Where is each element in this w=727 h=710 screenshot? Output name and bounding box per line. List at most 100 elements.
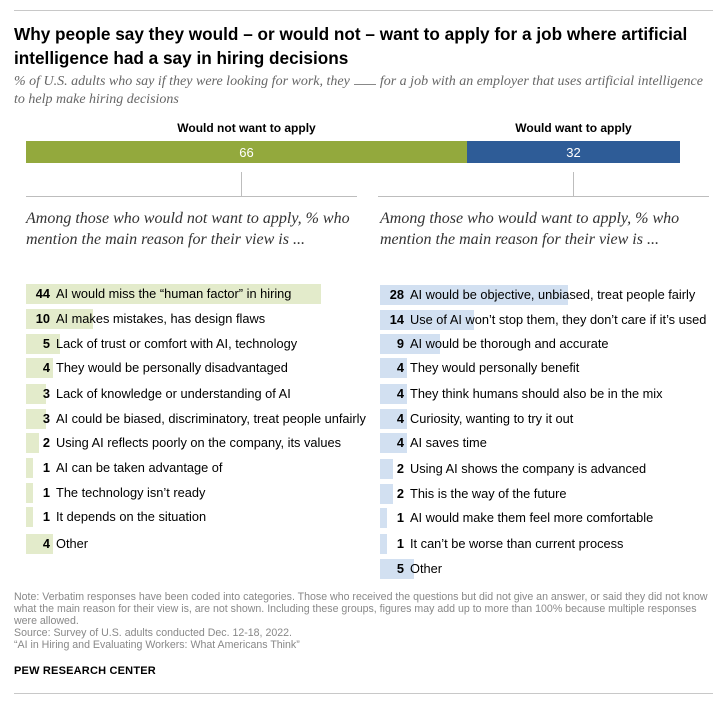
right-reason-bar xyxy=(380,310,474,330)
right-reason-label: Using AI shows the company is advanced xyxy=(410,461,647,476)
left-reason-label: Using AI reflects poorly on the company,… xyxy=(56,435,341,450)
right-reason-row: 2 Using AI shows the company is advanced xyxy=(380,459,710,479)
right-reason-label: Curiosity, wanting to try it out xyxy=(410,411,574,426)
right-reason-bar xyxy=(380,358,407,378)
left-reason-row: 4 They would be personally disadvantaged xyxy=(26,358,356,378)
left-reason-label: It depends on the situation xyxy=(56,509,207,524)
left-reason-label: They would be personally disadvantaged xyxy=(56,360,288,375)
subtitle-blank xyxy=(353,75,376,85)
top-rule xyxy=(14,10,713,11)
left-reason-row: 10 AI makes mistakes, has design flaws xyxy=(26,309,356,329)
overall-value-apply: 32 xyxy=(566,144,581,160)
right-reason-label: Other xyxy=(410,561,443,576)
left-reason-bar xyxy=(26,458,33,478)
left-reason-value: 1 xyxy=(42,509,50,524)
right-reason-row: 5 Other xyxy=(380,559,710,579)
right-reason-value: 4 xyxy=(396,411,404,426)
right-reason-bar xyxy=(380,508,387,528)
right-reason-label: This is the way of the future xyxy=(410,486,567,501)
overall-label-not-apply: Would not want to apply xyxy=(177,121,316,135)
right-reason-label: It can’t be worse than current process xyxy=(410,536,624,551)
right-reason-bar xyxy=(380,534,387,554)
right-reason-value: 1 xyxy=(396,536,404,551)
right-reason-value: 2 xyxy=(396,486,404,501)
left-reason-value: 1 xyxy=(42,485,50,500)
report-title: “AI in Hiring and Evaluating Workers: Wh… xyxy=(14,639,300,652)
right-reason-row: 2 This is the way of the future xyxy=(380,484,710,504)
right-reason-bar xyxy=(380,559,414,579)
right-reason-bar xyxy=(380,285,568,305)
left-reason-value: 5 xyxy=(42,336,50,351)
right-reason-value: 14 xyxy=(389,312,404,327)
right-reason-bar xyxy=(380,409,407,429)
overall-bar-apply: 32 xyxy=(467,141,680,163)
right-reason-value: 2 xyxy=(396,461,404,476)
overall-label-apply: Would want to apply xyxy=(515,121,632,135)
right-reason-bar xyxy=(380,459,394,479)
left-reason-value: 4 xyxy=(42,536,50,551)
right-reason-row: 28 AI would be objective, unbiased, treat… xyxy=(380,285,710,305)
right-reason-row: 4 Curiosity, wanting to try it out xyxy=(380,409,710,429)
right-reason-label: They would personally benefit xyxy=(410,360,580,375)
connector-left-horizontal xyxy=(26,196,357,197)
right-reason-label: AI saves time xyxy=(410,435,487,450)
left-reason-value: 1 xyxy=(42,460,50,475)
left-reason-label: AI can be taken advantage of xyxy=(56,460,223,475)
left-reason-value: 2 xyxy=(42,435,50,450)
left-reason-label: Lack of trust or comfort with AI, techno… xyxy=(56,336,298,351)
footnote: Note: Verbatim responses have been coded… xyxy=(14,591,709,651)
left-reason-row: 3 AI could be biased, discriminatory, tre… xyxy=(26,409,366,429)
left-reason-bar xyxy=(26,433,40,453)
right-reason-value: 5 xyxy=(396,561,404,576)
subtitle-part-1: % of U.S. adults who say if they were lo… xyxy=(14,74,350,89)
right-reason-value: 4 xyxy=(396,386,404,401)
right-reason-bar xyxy=(380,484,394,504)
note-text: Note: Verbatim responses have been coded… xyxy=(14,591,708,628)
right-reason-bar xyxy=(380,334,441,354)
left-reason-bar xyxy=(26,483,33,503)
right-reason-label: They think humans should also be in the … xyxy=(410,386,663,401)
left-reason-bar xyxy=(26,507,33,527)
right-reason-row: 1 It can’t be worse than current process xyxy=(380,534,710,554)
right-reason-row: 4 AI saves time xyxy=(380,433,710,453)
right-column-heading: Among those who would want to apply, % w… xyxy=(380,210,680,248)
right-reason-value: 4 xyxy=(396,360,404,375)
right-reason-value: 28 xyxy=(389,287,404,302)
right-reason-value: 1 xyxy=(396,510,404,525)
overall-bar-not-apply: 66 xyxy=(26,141,467,163)
left-reason-bar xyxy=(26,384,47,404)
source-text: Source: Survey of U.S. adults conducted … xyxy=(14,627,292,640)
right-reason-row: 9 AI would be thorough and accurate xyxy=(380,334,710,354)
connector-left-vertical xyxy=(241,172,242,197)
left-reason-row: 44 AI would miss the “human factor” in hi… xyxy=(26,284,356,304)
left-reason-label: Other xyxy=(56,536,89,551)
overall-value-not-apply: 66 xyxy=(239,144,254,160)
left-reason-value: 10 xyxy=(35,311,50,326)
left-reason-label: AI would miss the “human factor” in hiri… xyxy=(56,286,292,301)
right-reason-row: 4 They would personally benefit xyxy=(380,358,710,378)
pew-logo-text: PEW RESEARCH CENTER xyxy=(14,665,156,677)
chart-title: Why people say they would – or would not… xyxy=(14,24,688,68)
left-reason-row: 1 The technology isn’t ready xyxy=(26,483,356,503)
right-reason-row: 4 They think humans should also be in the… xyxy=(380,384,710,404)
left-reason-bar xyxy=(26,534,53,554)
left-reason-value: 3 xyxy=(42,411,50,426)
right-reason-value: 9 xyxy=(396,336,404,351)
left-reason-bar xyxy=(26,309,94,329)
right-reason-label: Use of AI won’t stop them, they don’t ca… xyxy=(410,312,707,327)
chart-subtitle: % of U.S. adults who say if they were lo… xyxy=(14,73,709,109)
left-reason-row: 3 Lack of knowledge or understanding of A… xyxy=(26,384,356,404)
right-reason-row: 1 AI would make them feel more comfortabl… xyxy=(380,508,710,528)
connector-right-horizontal xyxy=(378,196,709,197)
left-reason-label: AI could be biased, discriminatory, trea… xyxy=(56,411,366,426)
subtitle-part-2: for a job with an employer that uses art… xyxy=(14,74,703,107)
right-reason-label: AI would be objective, unbiased, treat p… xyxy=(410,287,696,302)
right-reason-value: 4 xyxy=(396,435,404,450)
right-reason-bar xyxy=(380,384,407,404)
left-reason-row: 1 It depends on the situation xyxy=(26,507,356,527)
right-reason-bar xyxy=(380,433,407,453)
left-reason-bar xyxy=(26,409,47,429)
left-reason-row: 5 Lack of trust or comfort with AI, techn… xyxy=(26,334,356,354)
left-reason-label: Lack of knowledge or understanding of AI xyxy=(56,386,291,401)
left-column-heading: Among those who would not want to apply,… xyxy=(26,210,350,248)
